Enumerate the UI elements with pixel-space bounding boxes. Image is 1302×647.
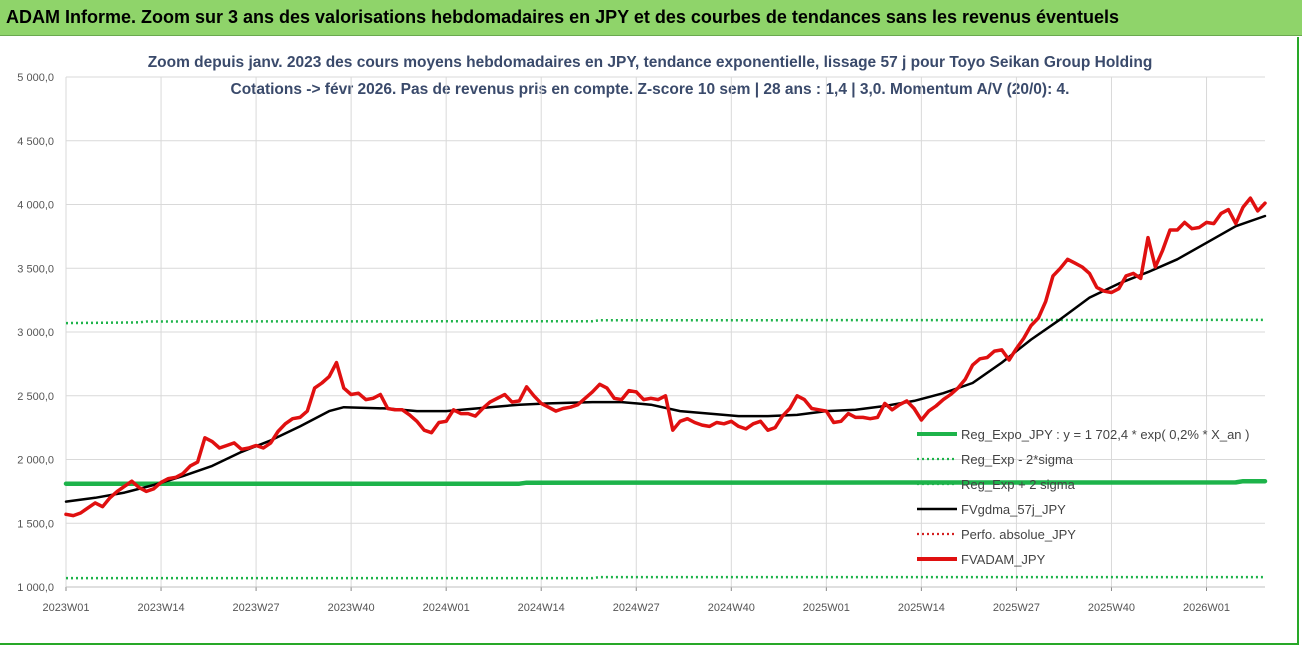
chart-title-line-1: Zoom depuis janv. 2023 des cours moyens … xyxy=(148,54,1153,71)
y-tick-label: 1 000,0 xyxy=(17,582,54,594)
chart-frame xyxy=(0,37,1299,645)
report-title: ADAM Informe. Zoom sur 3 ans des valoris… xyxy=(6,7,1120,27)
series-line-2 xyxy=(66,575,1265,580)
legend-label: Perfo. absolue_JPY xyxy=(961,527,1076,542)
x-tick-label: 2024W14 xyxy=(518,602,565,614)
chart-title-line-2: Cotations -> févr 2026. Pas de revenus p… xyxy=(231,81,1070,98)
legend-label: FVADAM_JPY xyxy=(961,552,1046,567)
y-tick-label: 4 500,0 xyxy=(17,136,54,148)
x-tick-label: 2023W14 xyxy=(137,602,184,614)
x-tick-label: 2025W40 xyxy=(1088,602,1135,614)
legend-label: Reg_Exp + 2 sigma xyxy=(961,477,1076,492)
y-tick-label: 2 000,0 xyxy=(17,455,54,467)
legend-label: FVgdma_57j_JPY xyxy=(961,502,1066,517)
x-tick-label: 2024W01 xyxy=(423,602,470,614)
series-lines xyxy=(63,196,1268,580)
x-tick-label: 2026W01 xyxy=(1183,602,1230,614)
gridlines xyxy=(65,76,1265,588)
y-tick-label: 3 500,0 xyxy=(17,263,54,275)
legend: Reg_Expo_JPY : y = 1 702,4 * exp( 0,2% *… xyxy=(917,427,1249,567)
legend-label: Reg_Expo_JPY : y = 1 702,4 * exp( 0,2% *… xyxy=(961,427,1249,442)
x-tick-label: 2023W40 xyxy=(328,602,375,614)
series-line-3 xyxy=(64,214,1267,503)
y-axis: 1 000,0 1 500,0 2 000,0 2 500,0 3 000,0 3 500… xyxy=(17,72,54,594)
x-axis: 2023W01 2023W14 2023W27 2023W40 2024W01 2024W… xyxy=(42,586,1265,614)
x-tick-label: 2025W27 xyxy=(993,602,1040,614)
x-tick-label: 2025W01 xyxy=(803,602,850,614)
y-tick-label: 5 000,0 xyxy=(17,72,54,84)
x-tick-label: 2023W27 xyxy=(233,602,280,614)
y-tick-label: 2 500,0 xyxy=(17,391,54,403)
y-tick-label: 1 500,0 xyxy=(17,518,54,530)
y-tick-label: 4 000,0 xyxy=(17,200,54,212)
legend-label: Reg_Exp - 2*sigma xyxy=(961,452,1074,467)
series-line-0 xyxy=(63,478,1268,486)
x-tick-label: 2024W40 xyxy=(708,602,755,614)
y-tick-label: 3 000,0 xyxy=(17,327,54,339)
series-line-5 xyxy=(64,196,1267,518)
x-tick-label: 2025W14 xyxy=(898,602,945,614)
x-tick-label: 2024W27 xyxy=(613,602,660,614)
series-line-1 xyxy=(65,318,1266,325)
x-tick-label: 2023W01 xyxy=(42,602,89,614)
report-banner: ADAM Informe. Zoom sur 3 ans des valoris… xyxy=(0,0,1302,36)
